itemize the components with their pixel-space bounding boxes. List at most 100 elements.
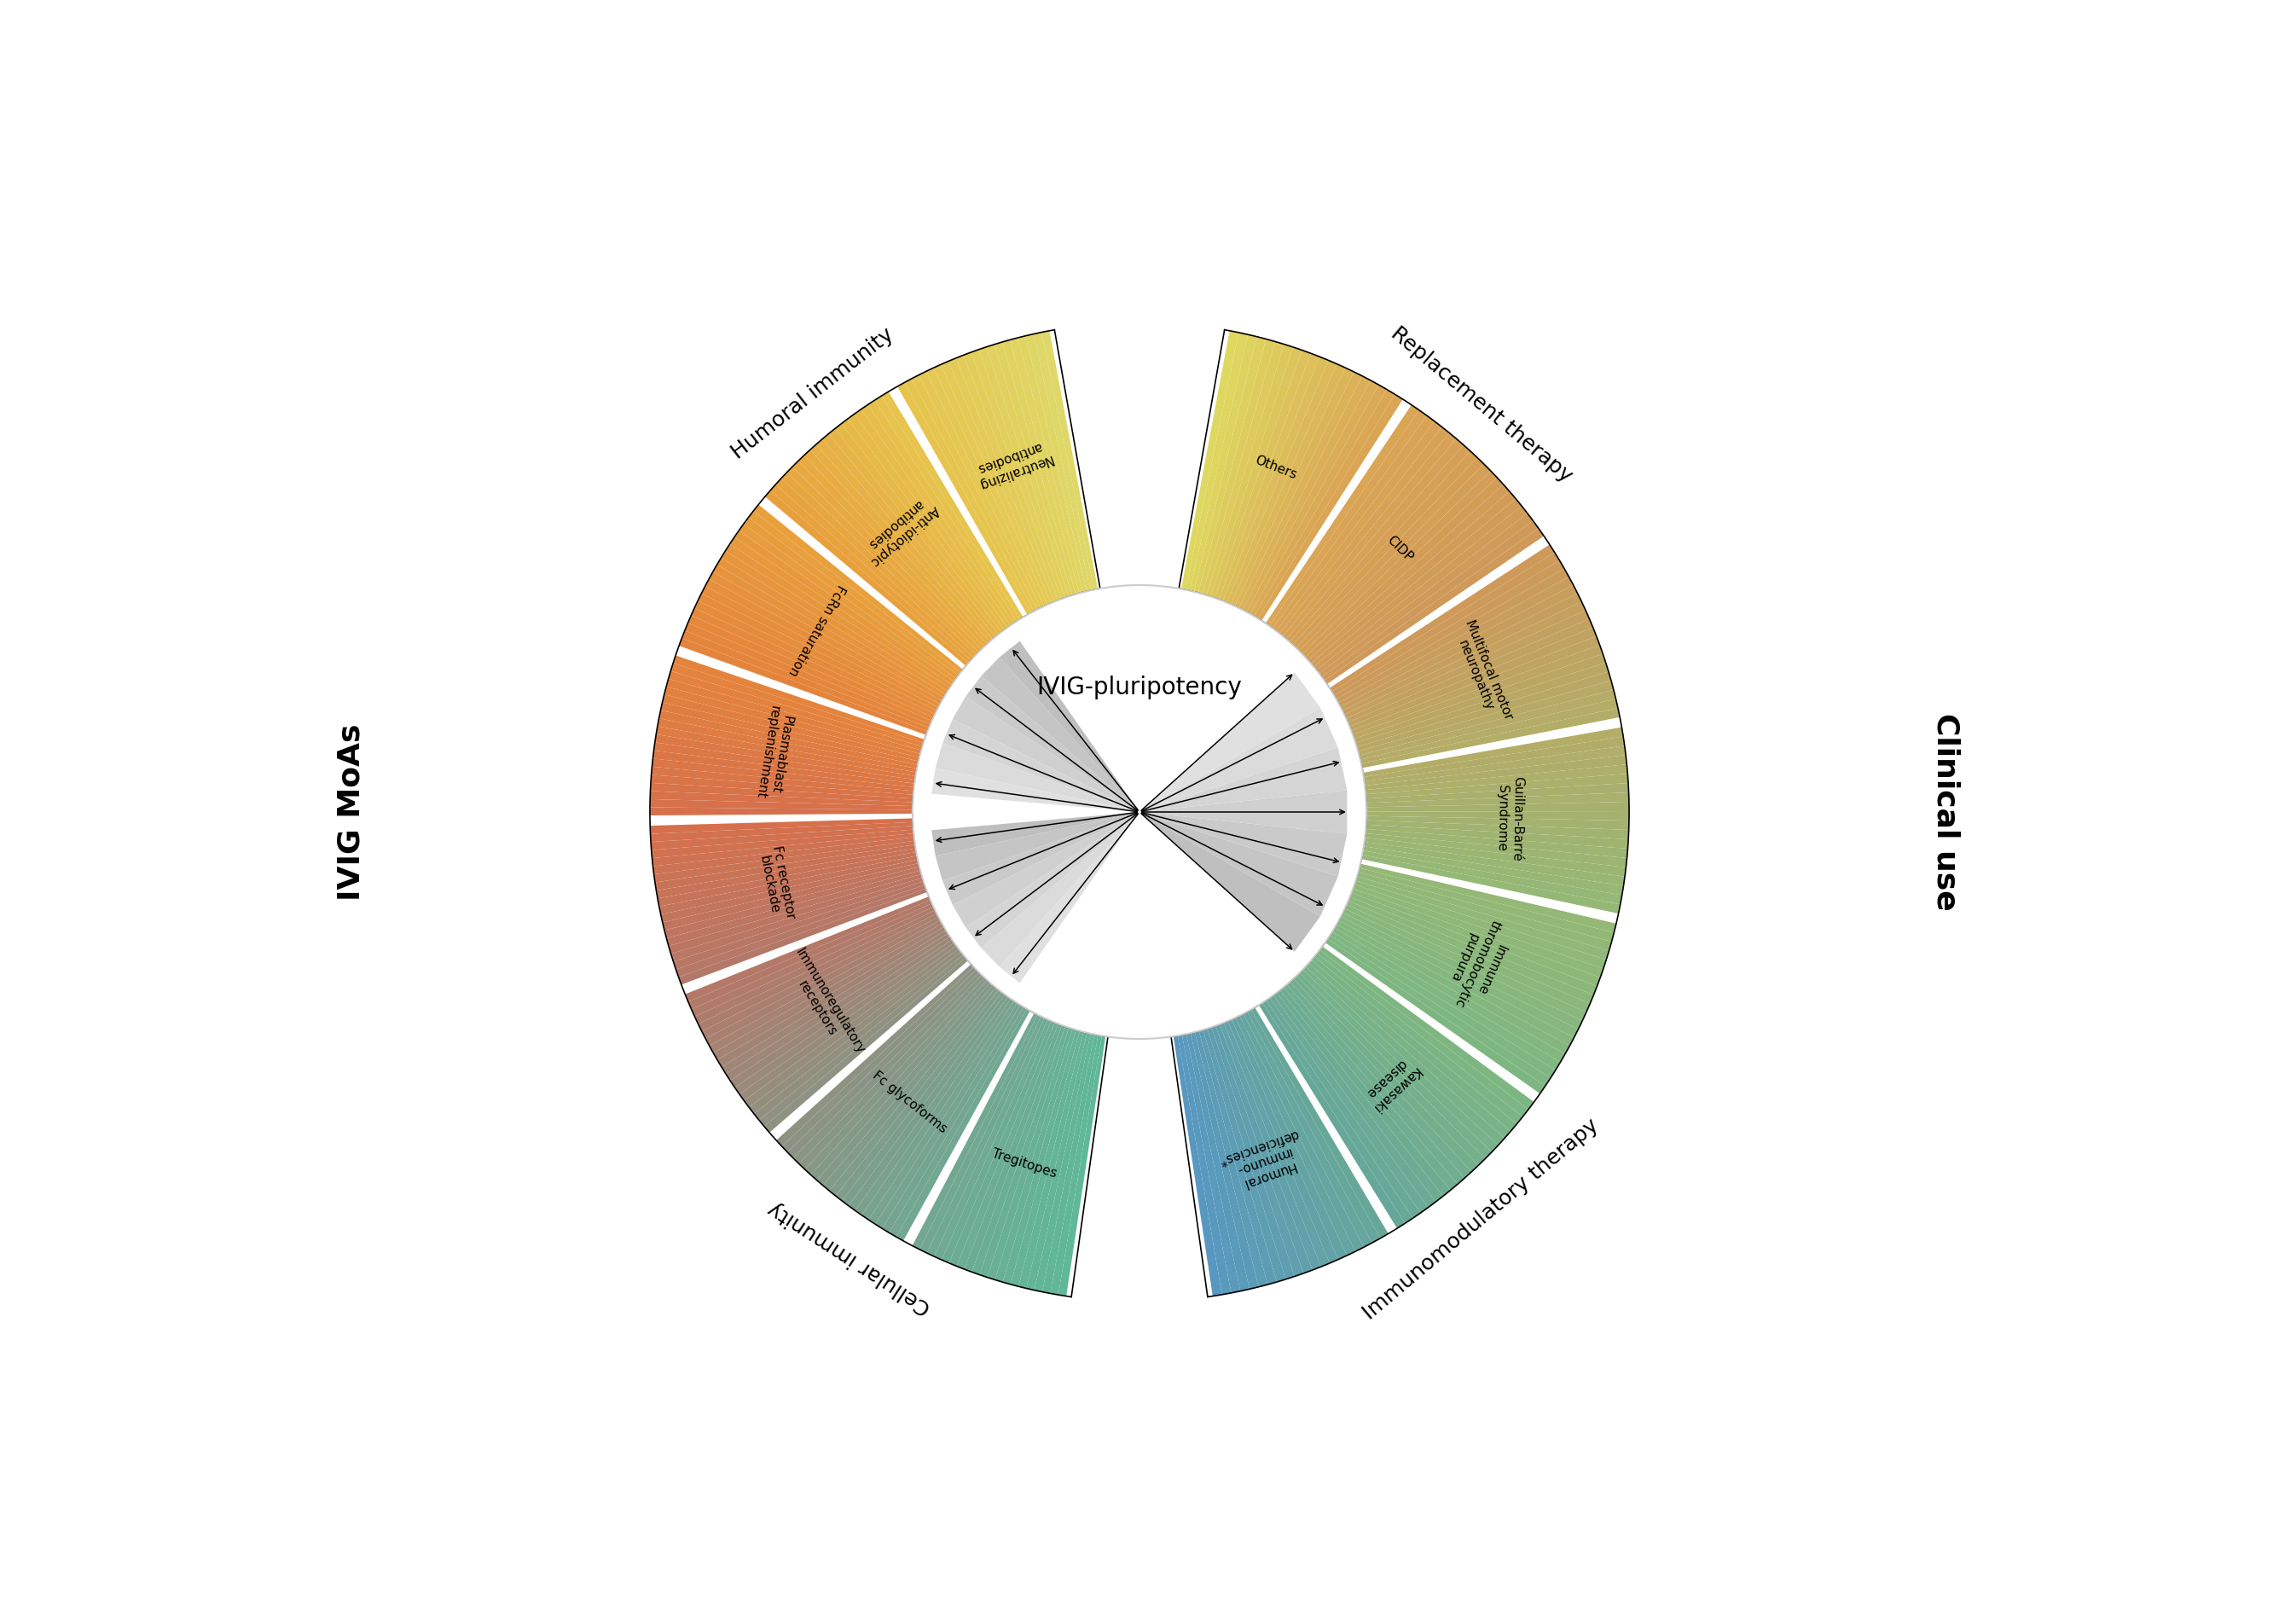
Polygon shape bbox=[1242, 377, 1370, 612]
Polygon shape bbox=[944, 812, 1140, 905]
Polygon shape bbox=[811, 981, 989, 1181]
Polygon shape bbox=[1292, 451, 1477, 648]
Polygon shape bbox=[650, 791, 914, 806]
Polygon shape bbox=[1231, 364, 1345, 606]
Polygon shape bbox=[704, 580, 939, 708]
Polygon shape bbox=[1354, 645, 1602, 739]
Polygon shape bbox=[1317, 505, 1527, 674]
Polygon shape bbox=[804, 450, 987, 646]
Polygon shape bbox=[982, 658, 1140, 812]
Polygon shape bbox=[1354, 880, 1607, 968]
Polygon shape bbox=[652, 827, 914, 849]
Polygon shape bbox=[706, 918, 941, 1046]
Polygon shape bbox=[672, 656, 925, 744]
Polygon shape bbox=[1354, 654, 1607, 742]
Polygon shape bbox=[953, 697, 1140, 812]
Polygon shape bbox=[1363, 736, 1625, 781]
Polygon shape bbox=[1272, 416, 1433, 630]
Polygon shape bbox=[1283, 432, 1456, 638]
Text: Others: Others bbox=[1253, 453, 1299, 482]
Polygon shape bbox=[1333, 927, 1561, 1070]
Polygon shape bbox=[896, 1009, 1030, 1241]
Polygon shape bbox=[1274, 992, 1436, 1208]
Polygon shape bbox=[1365, 765, 1627, 794]
Polygon shape bbox=[650, 822, 914, 841]
Polygon shape bbox=[1210, 348, 1301, 598]
Polygon shape bbox=[848, 994, 1007, 1210]
Polygon shape bbox=[848, 414, 1007, 630]
Text: Fc glycoforms: Fc glycoforms bbox=[871, 1069, 950, 1135]
Polygon shape bbox=[1019, 1031, 1087, 1288]
Polygon shape bbox=[875, 396, 1021, 622]
Polygon shape bbox=[816, 438, 994, 641]
Polygon shape bbox=[898, 383, 1030, 615]
Polygon shape bbox=[934, 812, 1140, 880]
Polygon shape bbox=[1194, 1031, 1267, 1286]
Polygon shape bbox=[1206, 344, 1292, 596]
Polygon shape bbox=[1000, 641, 1140, 812]
Text: Humoral
immuno-
deficiencies*: Humoral immuno- deficiencies* bbox=[1217, 1127, 1310, 1195]
Polygon shape bbox=[1331, 552, 1559, 695]
Polygon shape bbox=[823, 434, 996, 640]
Polygon shape bbox=[1231, 1018, 1347, 1260]
Polygon shape bbox=[681, 630, 930, 731]
Polygon shape bbox=[1003, 1030, 1080, 1285]
Polygon shape bbox=[941, 1020, 1051, 1263]
Polygon shape bbox=[1324, 939, 1545, 1093]
Polygon shape bbox=[1306, 963, 1504, 1145]
Polygon shape bbox=[656, 718, 916, 773]
Polygon shape bbox=[823, 986, 996, 1190]
Polygon shape bbox=[804, 978, 987, 1174]
Polygon shape bbox=[777, 965, 973, 1147]
Polygon shape bbox=[665, 870, 921, 947]
Polygon shape bbox=[1183, 1034, 1240, 1293]
Polygon shape bbox=[1349, 896, 1593, 1004]
Polygon shape bbox=[918, 372, 1042, 609]
Polygon shape bbox=[1356, 663, 1609, 747]
Polygon shape bbox=[1199, 339, 1276, 594]
Polygon shape bbox=[1365, 828, 1627, 857]
Polygon shape bbox=[932, 768, 1140, 812]
Polygon shape bbox=[855, 997, 1012, 1215]
Polygon shape bbox=[1324, 528, 1543, 684]
Polygon shape bbox=[663, 864, 918, 931]
Circle shape bbox=[912, 585, 1367, 1039]
Polygon shape bbox=[713, 924, 944, 1060]
Polygon shape bbox=[786, 970, 980, 1158]
Polygon shape bbox=[670, 663, 923, 747]
Text: IVIG MoAs: IVIG MoAs bbox=[337, 724, 367, 900]
Polygon shape bbox=[1219, 354, 1320, 601]
Polygon shape bbox=[1185, 333, 1249, 591]
Polygon shape bbox=[754, 952, 964, 1121]
Polygon shape bbox=[1276, 421, 1443, 633]
Polygon shape bbox=[1258, 1002, 1406, 1228]
Polygon shape bbox=[650, 818, 914, 833]
Polygon shape bbox=[1240, 372, 1363, 611]
Polygon shape bbox=[1340, 913, 1579, 1038]
Polygon shape bbox=[1299, 464, 1490, 654]
Polygon shape bbox=[1340, 585, 1577, 711]
Polygon shape bbox=[1335, 924, 1566, 1062]
Polygon shape bbox=[1356, 672, 1611, 752]
Polygon shape bbox=[809, 445, 989, 645]
Polygon shape bbox=[855, 409, 1010, 627]
Polygon shape bbox=[964, 1023, 1062, 1272]
Polygon shape bbox=[1349, 627, 1598, 731]
Polygon shape bbox=[1358, 864, 1616, 932]
Polygon shape bbox=[1258, 395, 1404, 620]
Polygon shape bbox=[652, 775, 914, 799]
Polygon shape bbox=[1042, 331, 1098, 590]
Polygon shape bbox=[750, 948, 962, 1114]
Polygon shape bbox=[934, 744, 1140, 812]
Polygon shape bbox=[1263, 1000, 1413, 1223]
Polygon shape bbox=[1226, 361, 1338, 604]
Polygon shape bbox=[1365, 793, 1629, 807]
Polygon shape bbox=[1187, 1033, 1249, 1291]
Text: FcRn saturation: FcRn saturation bbox=[786, 583, 848, 679]
Polygon shape bbox=[1354, 885, 1604, 978]
Text: Guillan-Barré
Syndrome: Guillan-Barré Syndrome bbox=[1495, 776, 1525, 861]
Polygon shape bbox=[679, 638, 928, 736]
Polygon shape bbox=[652, 830, 914, 857]
Polygon shape bbox=[1057, 1036, 1105, 1296]
Polygon shape bbox=[695, 601, 934, 718]
